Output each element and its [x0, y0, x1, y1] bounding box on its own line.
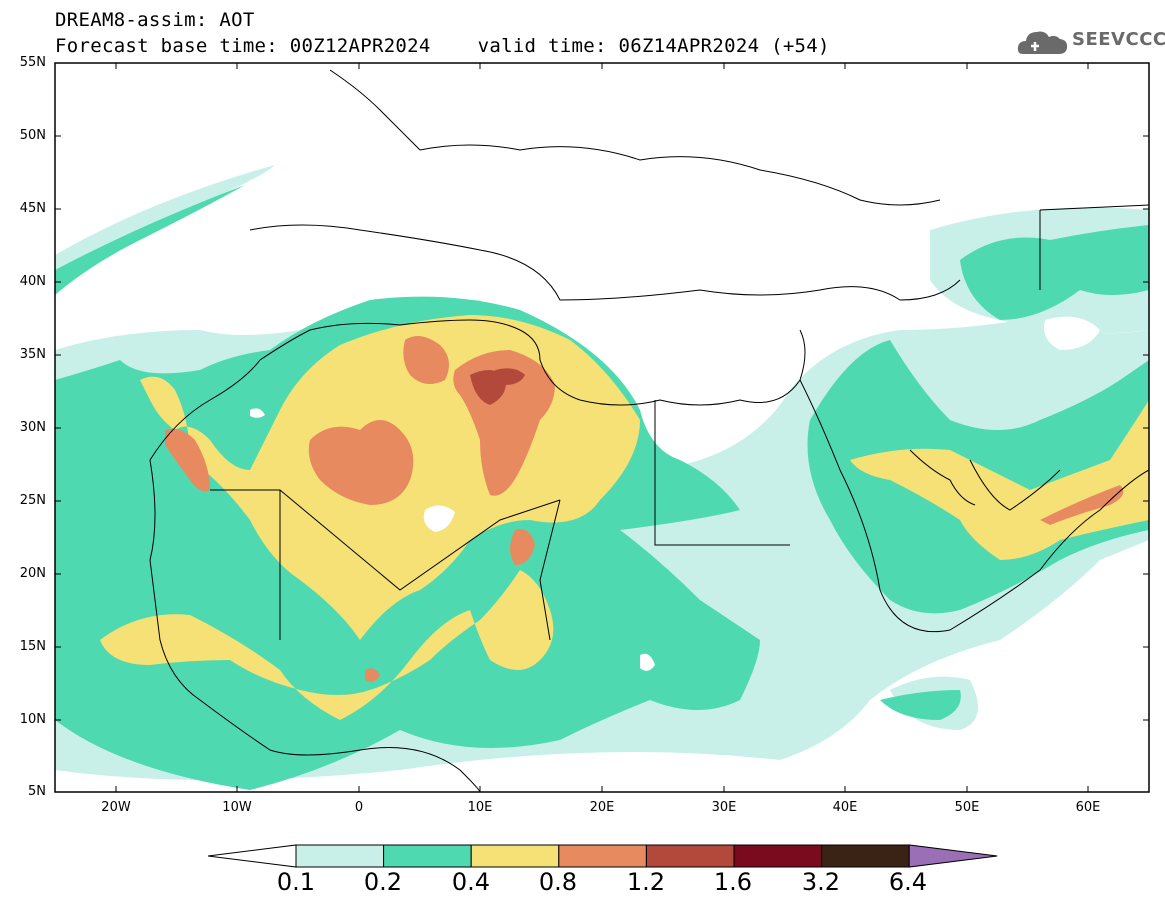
- lon-label-10w: 10W: [222, 800, 252, 815]
- aot-contour-1.2: [470, 368, 525, 405]
- lon-label-60e: 60E: [1075, 800, 1101, 815]
- legend-label-6.4: 6.4: [888, 868, 928, 896]
- coastlines-borders: [149, 69, 1149, 792]
- lon-label-20e: 20E: [589, 800, 615, 815]
- aot-contour-0.8: [165, 336, 1124, 682]
- seevccc-logo: SEEVCCC: [1015, 24, 1165, 60]
- logo-text: SEEVCCC: [1072, 29, 1165, 50]
- aot-clear-patches: [250, 316, 1100, 671]
- lon-label-0: 0: [354, 800, 364, 815]
- aot-field: [55, 63, 1149, 792]
- cloud-icon: [1017, 31, 1068, 54]
- product-title: DREAM8-assim: AOT: [55, 9, 255, 31]
- lat-label-25n: 25N: [19, 493, 46, 508]
- lat-label-50n: 50N: [19, 128, 46, 143]
- lon-label-50e: 50E: [954, 800, 980, 815]
- forecast-times: Forecast base time: 00Z12APR2024 valid t…: [55, 35, 830, 57]
- legend-label-0.1: 0.1: [276, 868, 316, 896]
- legend-label-3.2: 3.2: [801, 868, 841, 896]
- legend-label-0.2: 0.2: [363, 868, 403, 896]
- lon-label-30e: 30E: [711, 800, 737, 815]
- axis-ticks: [55, 62, 1149, 792]
- lat-label-20n: 20N: [19, 566, 46, 581]
- legend-label-0.8: 0.8: [538, 868, 578, 896]
- lat-label-45n: 45N: [19, 201, 46, 216]
- lat-label-10n: 10N: [19, 712, 46, 727]
- lat-label-30n: 30N: [19, 420, 46, 435]
- lat-label-55n: 55N: [19, 55, 46, 70]
- lat-label-5n: 5N: [28, 784, 46, 799]
- legend-label-0.4: 0.4: [451, 868, 491, 896]
- lat-label-40n: 40N: [19, 274, 46, 289]
- lon-label-10e: 10E: [467, 800, 493, 815]
- lon-label-40e: 40E: [832, 800, 858, 815]
- legend-label-1.2: 1.2: [626, 868, 666, 896]
- legend-label-1.6: 1.6: [713, 868, 753, 896]
- lat-label-35n: 35N: [19, 347, 46, 362]
- lon-label-20w: 20W: [101, 800, 131, 815]
- lat-label-15n: 15N: [19, 639, 46, 654]
